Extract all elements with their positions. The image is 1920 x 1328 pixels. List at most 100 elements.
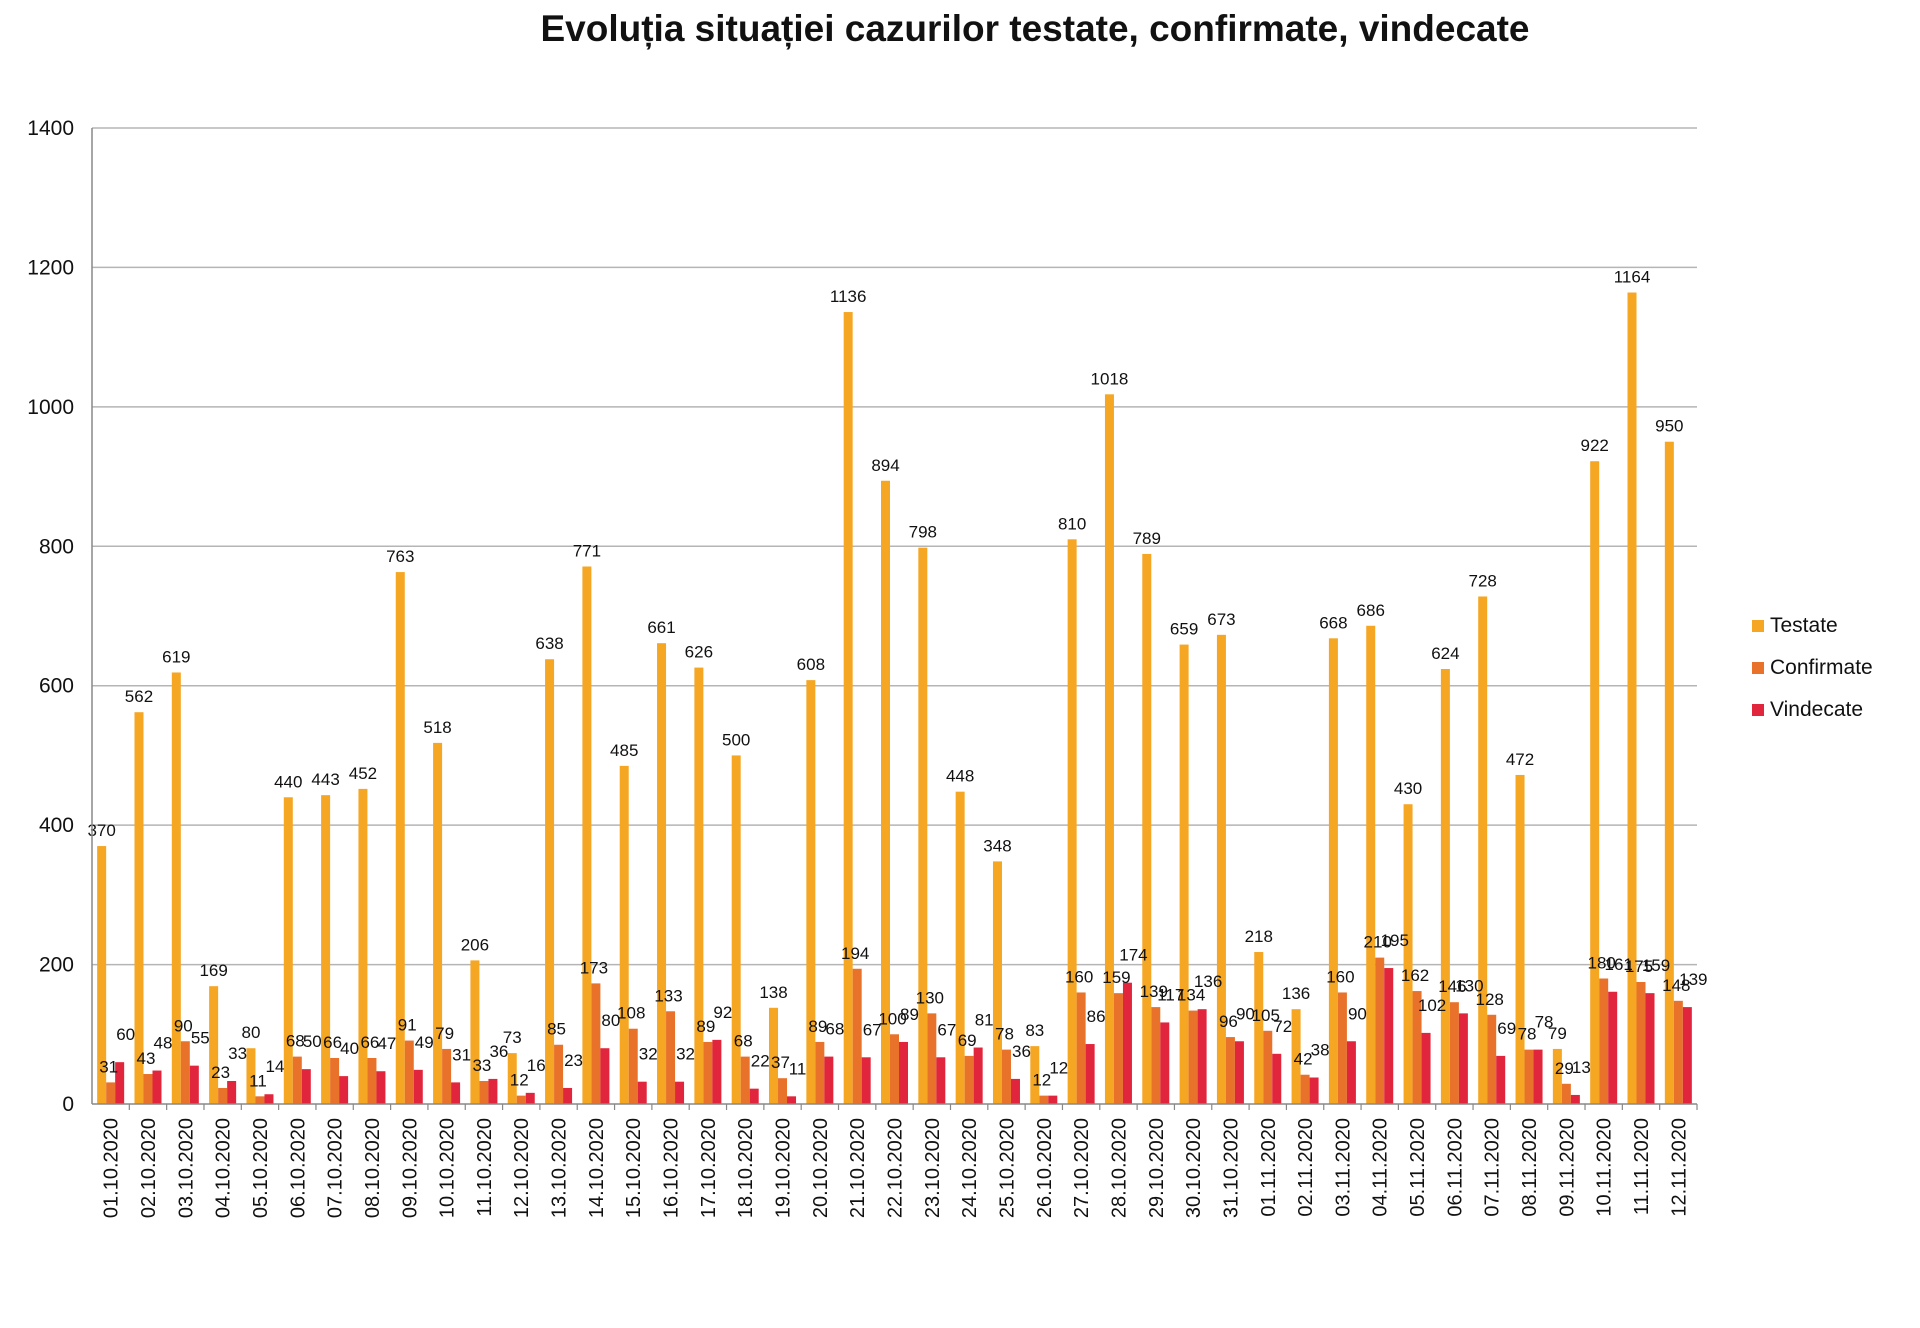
bar-testate — [246, 1048, 256, 1104]
data-label: 32 — [676, 1045, 695, 1064]
bar-confirmate — [292, 1056, 302, 1104]
data-label: 443 — [311, 770, 339, 789]
data-label: 370 — [87, 821, 115, 840]
x-tick-label: 03.10.2020 — [175, 1118, 197, 1218]
data-label: 11 — [249, 1071, 267, 1090]
bar-testate — [1627, 292, 1637, 1104]
data-label: 117 — [1157, 985, 1184, 1004]
x-tick-label: 07.11.2020 — [1482, 1118, 1504, 1217]
bar-vindecate — [1085, 1044, 1095, 1104]
bar-confirmate — [255, 1096, 265, 1104]
data-label: 50 — [303, 1032, 322, 1051]
bar-testate — [1590, 461, 1600, 1105]
data-label: 91 — [398, 1016, 417, 1035]
bar-confirmate — [180, 1041, 190, 1104]
bar-confirmate — [703, 1041, 713, 1104]
data-label: 72 — [1273, 1017, 1292, 1036]
data-label: 624 — [1431, 644, 1459, 663]
data-label: 79 — [1548, 1024, 1567, 1043]
x-tick-label: 02.11.2020 — [1295, 1118, 1317, 1217]
data-label: 798 — [909, 523, 937, 542]
x-tick-label: 11.10.2020 — [474, 1118, 496, 1217]
data-label: 452 — [349, 764, 377, 783]
data-label: 29 — [1555, 1059, 1574, 1078]
data-label: 102 — [1418, 996, 1446, 1015]
data-label: 78 — [1518, 1025, 1537, 1044]
bar-vindecate — [973, 1047, 983, 1104]
axes: 0 200 400 600 800 1000 1200 1400 01.10.2020 02.10… — [27, 117, 1698, 1218]
bar-testate — [1254, 952, 1264, 1104]
data-label: 686 — [1357, 601, 1385, 620]
legend-swatch-vindecate — [1752, 704, 1764, 716]
bar-testate — [657, 643, 667, 1104]
data-label: 638 — [535, 634, 563, 653]
data-label: 90 — [1348, 1004, 1367, 1023]
data-label: 175 — [1625, 957, 1653, 976]
bar-testate — [507, 1053, 517, 1104]
bar-confirmate — [1449, 1002, 1459, 1104]
data-label: 81 — [975, 1011, 994, 1030]
data-label: 922 — [1580, 436, 1608, 455]
x-tick-label: 01.11.2020 — [1258, 1118, 1280, 1217]
legend-item-vindecate: Vindecate — [1752, 689, 1873, 731]
data-label: 78 — [995, 1025, 1014, 1044]
bar-confirmate — [890, 1034, 899, 1104]
data-label: 89 — [808, 1017, 827, 1036]
x-tick-label: 14.10.2020 — [586, 1118, 608, 1218]
y-tick-label: 200 — [39, 954, 74, 977]
data-label: 86 — [1087, 1007, 1106, 1026]
bar-confirmate — [1076, 992, 1086, 1104]
x-tick-label: 09.10.2020 — [399, 1118, 421, 1218]
x-tick-label: 23.10.2020 — [922, 1118, 944, 1218]
bar-testate — [1664, 441, 1674, 1104]
data-label: 68 — [734, 1032, 753, 1051]
data-label: 12 — [510, 1071, 529, 1090]
x-tick-label: 31.10.2020 — [1220, 1118, 1242, 1218]
data-labels: 3703160562434861990551692333801114440685… — [87, 268, 1707, 1091]
x-tick-label: 07.10.2020 — [325, 1118, 347, 1218]
data-label: 43 — [137, 1049, 156, 1068]
data-label: 763 — [386, 547, 414, 566]
bar-vindecate — [899, 1041, 908, 1104]
bar-testate — [1179, 644, 1189, 1104]
bar-testate — [1030, 1046, 1040, 1104]
data-label: 1164 — [1614, 268, 1651, 287]
data-label: 33 — [472, 1056, 491, 1075]
x-tick-label: 15.10.2020 — [623, 1118, 645, 1218]
bar-confirmate — [1561, 1083, 1571, 1104]
bar-confirmate — [1039, 1095, 1049, 1104]
data-label: 69 — [958, 1031, 977, 1050]
x-tick-label: 22.10.2020 — [885, 1118, 907, 1218]
data-label: 661 — [647, 618, 675, 637]
data-label: 13 — [1572, 1058, 1591, 1077]
data-label: 1018 — [1091, 369, 1129, 388]
x-tick-label: 21.10.2020 — [847, 1118, 869, 1218]
bar-confirmate — [1337, 992, 1347, 1104]
y-tick-label: 400 — [39, 814, 74, 837]
x-tick-label: 10.11.2020 — [1594, 1118, 1616, 1217]
data-label: 160 — [1065, 967, 1093, 986]
bar-confirmate — [1412, 991, 1422, 1104]
data-label: 218 — [1245, 927, 1273, 946]
legend-swatch-confirmate — [1752, 662, 1764, 674]
bars — [97, 292, 1692, 1105]
legend: Testate Confirmate Vindecate — [1752, 605, 1873, 731]
data-label: 12 — [1032, 1071, 1051, 1090]
bar-vindecate — [152, 1070, 162, 1104]
data-label: 608 — [797, 655, 825, 674]
data-label: 33 — [228, 1044, 247, 1063]
bar-testate — [694, 667, 704, 1104]
data-label: 68 — [286, 1032, 305, 1051]
data-label: 146 — [1438, 977, 1466, 996]
x-tick-label: 12.10.2020 — [511, 1118, 533, 1218]
bar-vindecate — [1048, 1095, 1058, 1104]
bar-vindecate — [1272, 1053, 1282, 1104]
data-label: 139 — [1679, 970, 1707, 989]
bar-testate — [1515, 774, 1525, 1104]
x-tick-label: 19.10.2020 — [773, 1118, 795, 1218]
x-tick-label: 24.10.2020 — [959, 1118, 981, 1218]
data-label: 69 — [1497, 1019, 1516, 1038]
data-label: 810 — [1058, 514, 1086, 533]
data-label: 31 — [452, 1045, 471, 1064]
